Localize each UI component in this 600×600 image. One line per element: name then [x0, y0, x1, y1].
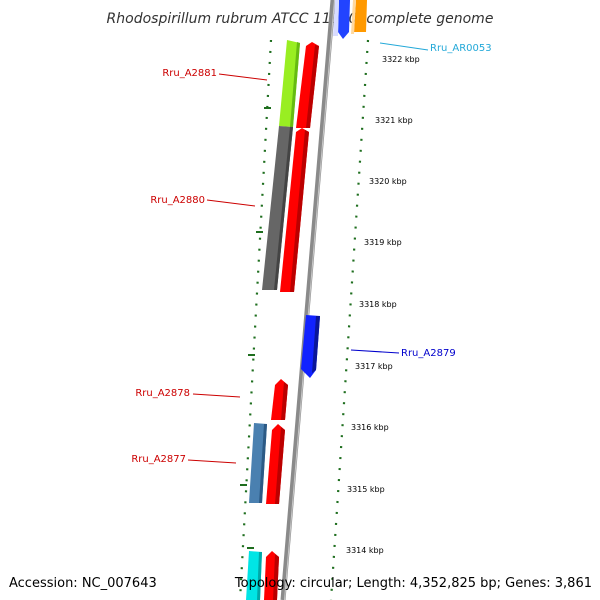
outer-tick-ring [329, 39, 370, 600]
gene-rru-ar0053-shade [333, 0, 339, 36]
gene-label[interactable]: Rru_A2881 [162, 68, 217, 79]
gene-labels: Rru_AR0053 Rru_A2881 Rru_A2880 Rru_A2879… [131, 43, 491, 465]
label-leaders [187, 42, 429, 464]
topology-text: Topology: circular; Length: 4,352,825 bp… [234, 576, 592, 591]
map-title: Rhodospirillum rubrum ATCC 11170, comple… [107, 11, 494, 27]
gene-orange-top[interactable] [354, 0, 367, 32]
tick-label: 3322 kbp [382, 55, 420, 64]
tick-label: 3317 kbp [355, 362, 393, 371]
gene-cyan-bottom-shade [257, 552, 262, 600]
kbp-ticks: 3322 kbp 3321 kbp 3320 kbp 3319 kbp 3318… [346, 55, 420, 555]
tick-label: 3314 kbp [346, 546, 384, 555]
gene-rru-a2878-shade [281, 382, 288, 420]
tick-label: 3320 kbp [369, 177, 407, 186]
tick-label: 3319 kbp [364, 238, 402, 247]
tick-label: 3315 kbp [347, 485, 385, 494]
tick-label: 3316 kbp [351, 423, 389, 432]
gene-label[interactable]: Rru_A2880 [150, 195, 205, 206]
gene-orange-top-shade [351, 0, 356, 34]
gene-cds-3-shade [275, 427, 285, 504]
gene-rru-a2881-shade [290, 42, 300, 127]
tick-label: 3318 kbp [359, 300, 397, 309]
genome-backbone-highlight [284, 0, 335, 600]
gene-rru-a2880-shade [274, 127, 293, 290]
genome-backbone [280, 0, 336, 600]
gene-label[interactable]: Rru_A2878 [135, 388, 190, 399]
gene-rru-a2877-shade [259, 424, 267, 503]
gene-label[interactable]: Rru_A2877 [131, 454, 186, 465]
gene-rru-ar0053[interactable] [338, 0, 350, 39]
gene-cds-4-shade [273, 554, 279, 600]
gene-cds-2-shade [290, 130, 309, 292]
gene-cds-1-shade [306, 45, 319, 128]
gene-rru-a2879-shade [312, 316, 320, 373]
gene-label[interactable]: Rru_AR0053 [430, 43, 492, 54]
inner-major-ticks [240, 107, 271, 549]
gene-rru-a2880[interactable] [262, 126, 293, 290]
gene-label[interactable]: Rru_A2879 [401, 348, 456, 359]
tick-label: 3321 kbp [375, 116, 413, 125]
inner-tick-ring [238, 39, 273, 600]
genes [246, 0, 367, 600]
accession-text: Accession: NC_007643 [9, 576, 157, 591]
